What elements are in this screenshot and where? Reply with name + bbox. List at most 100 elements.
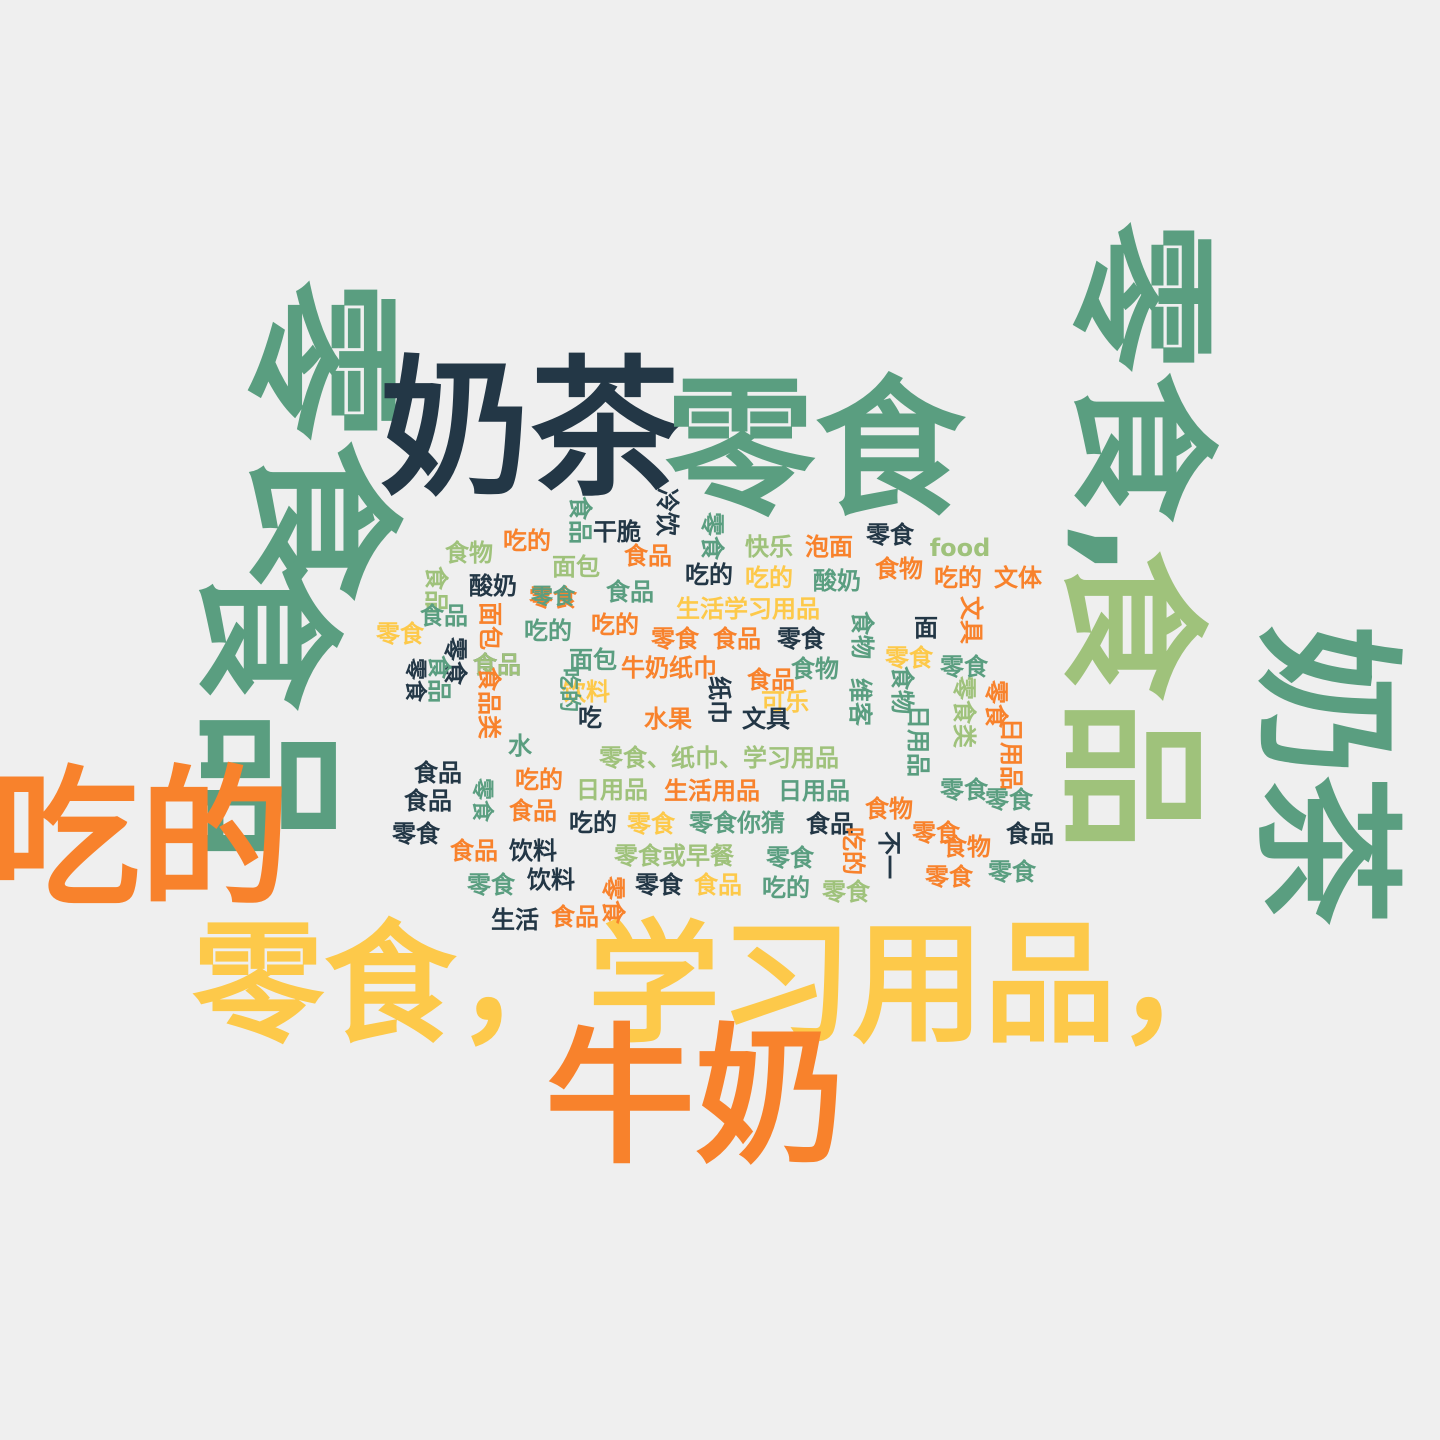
cloud-word: 零食或早餐 [614,842,734,870]
cloud-word: 食品 [425,655,453,703]
cloud-word: 食品 [1006,820,1054,848]
cloud-word: 吃的 [556,667,581,713]
cloud-word: 吃的 [515,766,563,794]
cloud-word: 生活学习用品 [676,595,820,623]
cloud-word: 零食 [940,653,988,681]
cloud-word: 吃的 [569,809,617,837]
cloud-word: 食品 [450,837,498,865]
cloud-word: 饮料 [509,837,557,865]
cloud-word: 零食 [635,871,683,899]
cloud-word: 食品 [1043,549,1217,851]
cloud-word: 吃的 [0,753,291,927]
cloud-word: 吃的 [745,564,793,592]
cloud-word: 零食你猜 [689,809,785,837]
cloud-word: 奶茶 [1238,624,1412,926]
cloud-word: 食品 [566,496,594,544]
cloud-word: 面包 [476,602,504,650]
cloud-word: 吃的 [503,527,551,555]
cloud-word: 可乐 [761,688,809,716]
cloud-word: 食品 [694,871,742,899]
cloud-word: 吃的 [685,561,733,589]
cloud-word: 零食 [777,625,825,653]
cloud-word: 零食 [885,644,933,672]
cloud-word: 零食类 [950,676,978,748]
cloud-word: 酸奶 [813,567,861,595]
cloud-word: 食品类 [475,667,503,739]
cloud-word: 零食 [988,858,1036,886]
cloud-word: 酸奶 [469,572,517,600]
cloud-word: 零食 [651,625,699,653]
cloud-word: 食物 [791,655,839,683]
cloud-word: 饮料 [527,866,575,894]
cloud-word: 纸巾 [705,676,733,724]
cloud-word: 奶茶 [379,343,681,517]
cloud-word: 食物 [943,833,991,861]
cloud-word: 文具 [742,705,790,733]
cloud-word: 文体 [994,564,1042,592]
cloud-word: 面 [914,614,938,642]
cloud-word: 食品 [624,542,672,570]
cloud-word: 零食 [530,585,576,610]
cloud-word: 零食 [529,584,577,612]
cloud-word: 吃的 [762,874,810,902]
cloud-word: 吃 [578,704,602,732]
cloud-word: 生活用品 [664,777,760,805]
cloud-word: 面包 [552,553,600,581]
cloud-word: 零食 [866,521,914,549]
cloud-word: 零食 [376,620,424,648]
cloud-word: 零食 [469,777,494,823]
cloud-word: 吃的 [591,611,639,639]
cloud-word: 干脆 [593,518,641,546]
cloud-word: 不一 [875,831,903,879]
cloud-word: 零食 [392,820,440,848]
cloud-word: 零食 [698,512,726,560]
cloud-word: 日用品 [904,705,932,777]
cloud-word: 食物 [445,539,493,567]
cloud-word: 零食 [985,786,1033,814]
cloud-word: 零食 [402,657,427,703]
cloud-word: 吃的 [524,617,572,645]
cloud-word: 泡面 [805,533,853,561]
cloud-word: 牛奶 [544,1011,846,1185]
cloud-word: 文具 [957,596,985,644]
cloud-word: 日用品 [778,777,850,805]
cloud-word: 零食, [1053,221,1227,579]
cloud-word: 食品 [414,759,462,787]
cloud-word: 零食 [599,876,627,924]
cloud-word: 日用品 [997,718,1025,790]
cloud-word: 维客 [846,678,874,726]
cloud-word: 零食 [925,863,973,891]
cloud-word: 零食 [664,363,966,537]
cloud-word: 食物 [875,555,923,583]
cloud-word: 水果 [644,705,692,733]
cloud-word: 食品 [747,666,795,694]
cloud-word: 食品 [806,810,854,838]
cloud-word: 零食，学习用品， [192,908,1248,1062]
cloud-word: 零食 [627,810,675,838]
cloud-word: 食品 [420,602,468,630]
cloud-word: 面包 [569,646,617,674]
cloud-word: 冷饮 [653,488,681,536]
cloud-word: 水 [508,732,532,760]
cloud-word: 吃的 [839,827,867,875]
cloud-word: 零食 [467,871,515,899]
cloud-word: 零食 [227,279,414,601]
cloud-word: 吃的 [934,564,982,592]
cloud-word: 零食 [940,776,988,804]
cloud-word: 零食 [766,844,814,872]
cloud-word: 食品 [606,578,654,606]
cloud-word: 生活 [491,906,539,934]
cloud-word: 零食 [822,878,870,906]
cloud-word: 食物 [848,611,876,659]
cloud-word: 快乐 [745,533,793,561]
cloud-word: 食品 [551,903,599,931]
cloud-word: 食品 [473,651,521,679]
cloud-word: 食品 [404,787,452,815]
cloud-word: 食物 [865,795,913,823]
cloud-word: 零食、纸巾、学习用品 [599,744,839,772]
cloud-word: food [929,534,991,562]
cloud-word: 食品 [713,625,761,653]
cloud-word: 饮料 [562,678,610,706]
cloud-word: 日用品 [576,776,648,804]
